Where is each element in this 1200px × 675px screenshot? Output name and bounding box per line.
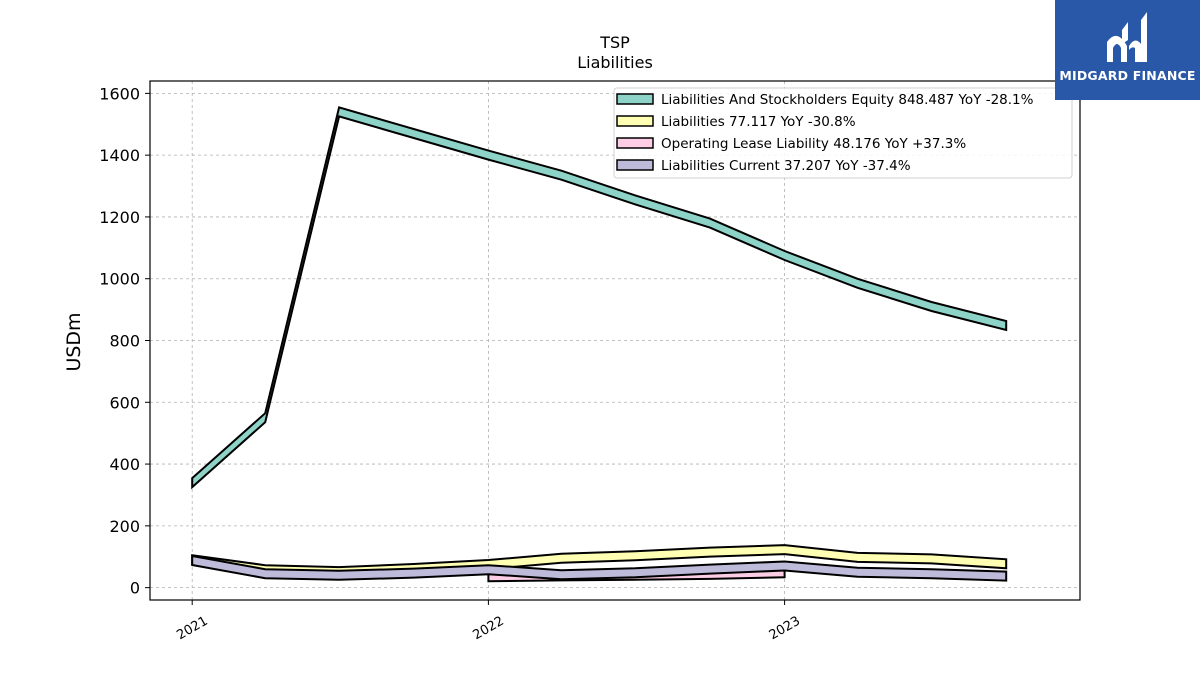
y-tick-label: 200 (109, 517, 140, 536)
y-tick-label: 1200 (99, 208, 140, 227)
y-tick-label: 400 (109, 455, 140, 474)
y-tick-label: 0 (130, 579, 140, 598)
x-tick-label: 2023 (767, 614, 803, 644)
legend-label: Liabilities Current 37.207 YoY -37.4% (661, 158, 911, 174)
y-tick-label: 800 (109, 332, 140, 351)
y-axis-label: USDm (63, 312, 85, 371)
legend-swatch (616, 115, 654, 127)
y-axis: 0 200 400 600 800 1000 1200 1400 1600 (99, 84, 150, 598)
x-axis: 2021 2022 2023 (174, 600, 803, 643)
legend: Liabilities And Stockholders Equity 848.… (613, 87, 1073, 179)
logo-text: MIDGARD FINANCE (1059, 68, 1196, 83)
legend-box (613, 87, 1073, 179)
legend-label: Operating Lease Liability 48.176 YoY +37… (661, 136, 966, 152)
y-tick-label: 600 (109, 393, 140, 412)
chart-subtitle: Liabilities (577, 53, 653, 72)
midgard-logo: MIDGARD FINANCE (1055, 0, 1200, 100)
y-tick-label: 1600 (99, 84, 140, 103)
legend-swatch (616, 93, 654, 105)
series-layer (191, 106, 1008, 583)
x-tick-label: 2021 (174, 614, 210, 644)
y-tick-label: 1000 (99, 270, 140, 289)
midgard-logo-icon (1107, 12, 1147, 62)
legend-swatch (616, 159, 654, 171)
x-tick-label: 2022 (471, 614, 507, 644)
y-tick-label: 1400 (99, 146, 140, 165)
legend-label: Liabilities 77.117 YoY -30.8% (661, 114, 856, 130)
legend-swatch (616, 137, 654, 149)
chart-title: TSP (599, 33, 630, 52)
series-band-3 (191, 554, 1008, 582)
legend-label: Liabilities And Stockholders Equity 848.… (661, 92, 1034, 108)
series-band-0 (191, 106, 1008, 490)
